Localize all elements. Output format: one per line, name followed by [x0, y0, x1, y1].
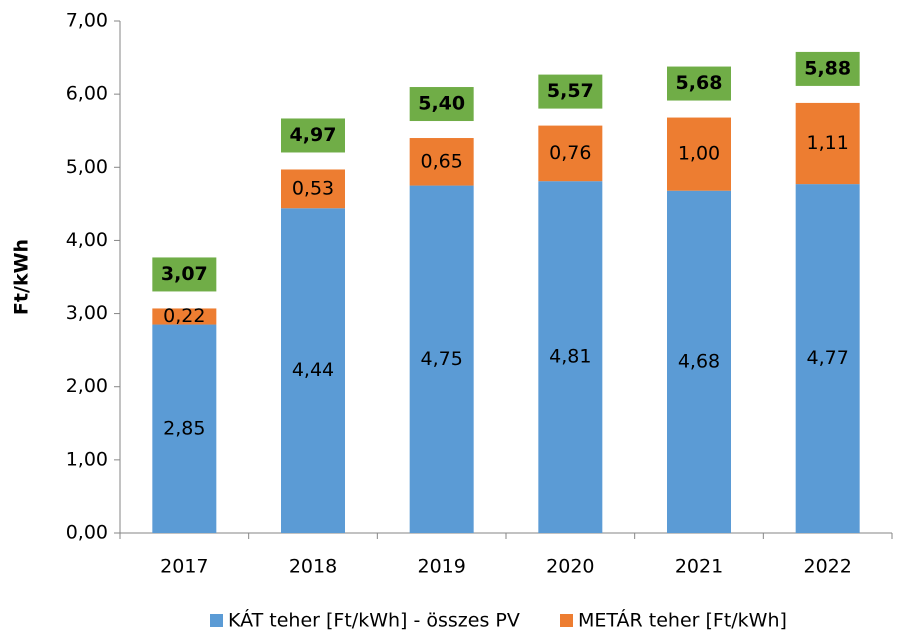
total-label: 4,97 [290, 124, 337, 146]
bar-segment [795, 102, 860, 185]
y-tick-label: 5,00 [66, 156, 108, 178]
total-label: 5,40 [418, 93, 465, 115]
total-box [409, 87, 474, 122]
y-tick-label: 1,00 [66, 448, 108, 470]
legend-swatch [560, 614, 573, 627]
data-label: 1,00 [678, 143, 720, 165]
y-tick-label: 2,00 [66, 375, 108, 397]
data-label: 0,65 [421, 150, 463, 172]
x-tick-label: 2020 [546, 556, 594, 578]
y-axis-title: Ft/kWh [11, 239, 33, 315]
x-tick-label: 2022 [803, 556, 851, 578]
y-tick-label: 6,00 [66, 83, 108, 105]
bar-segment [667, 190, 731, 534]
total-label: 5,57 [547, 80, 594, 102]
data-label: 1,11 [807, 132, 849, 154]
bar-segment [152, 308, 217, 325]
x-tick-label: 2017 [160, 556, 208, 578]
total-box [538, 74, 603, 109]
y-tick-label: 3,00 [66, 302, 108, 324]
data-label: 4,68 [678, 350, 720, 372]
bar-segment [538, 125, 603, 182]
bar-segment [667, 117, 731, 191]
total-label: 5,88 [804, 57, 851, 79]
data-label: 2,85 [163, 417, 205, 439]
bar-segment [281, 208, 345, 533]
total-label: 5,68 [676, 72, 723, 94]
legend-swatch [210, 614, 223, 627]
data-label: 4,81 [549, 346, 591, 368]
data-label: 0,22 [163, 305, 205, 327]
data-label: 4,77 [807, 347, 849, 369]
bar-segment [152, 324, 217, 533]
total-label: 3,07 [161, 263, 208, 285]
legend-label: KÁT teher [Ft/kWh] - összes PV [228, 609, 520, 632]
y-tick-label: 7,00 [66, 10, 108, 32]
data-label: 0,76 [549, 142, 591, 164]
bar-segment [795, 184, 860, 533]
bar-segment [281, 169, 345, 209]
data-label: 4,75 [421, 348, 463, 370]
x-tick-label: 2018 [289, 556, 337, 578]
bar-segment [538, 181, 603, 533]
total-box [667, 66, 731, 101]
total-box [152, 257, 217, 292]
total-box [795, 51, 860, 86]
y-tick-label: 4,00 [66, 229, 108, 251]
bar-segment [409, 138, 474, 186]
x-tick-label: 2021 [675, 556, 723, 578]
data-label: 4,44 [292, 359, 334, 381]
total-box [281, 118, 345, 153]
legend-label: METÁR teher [Ft/kWh] [578, 609, 787, 632]
x-tick-label: 2019 [417, 556, 465, 578]
data-label: 0,53 [292, 177, 334, 199]
y-tick-label: 0,00 [66, 522, 108, 544]
bar-segment [409, 185, 474, 534]
